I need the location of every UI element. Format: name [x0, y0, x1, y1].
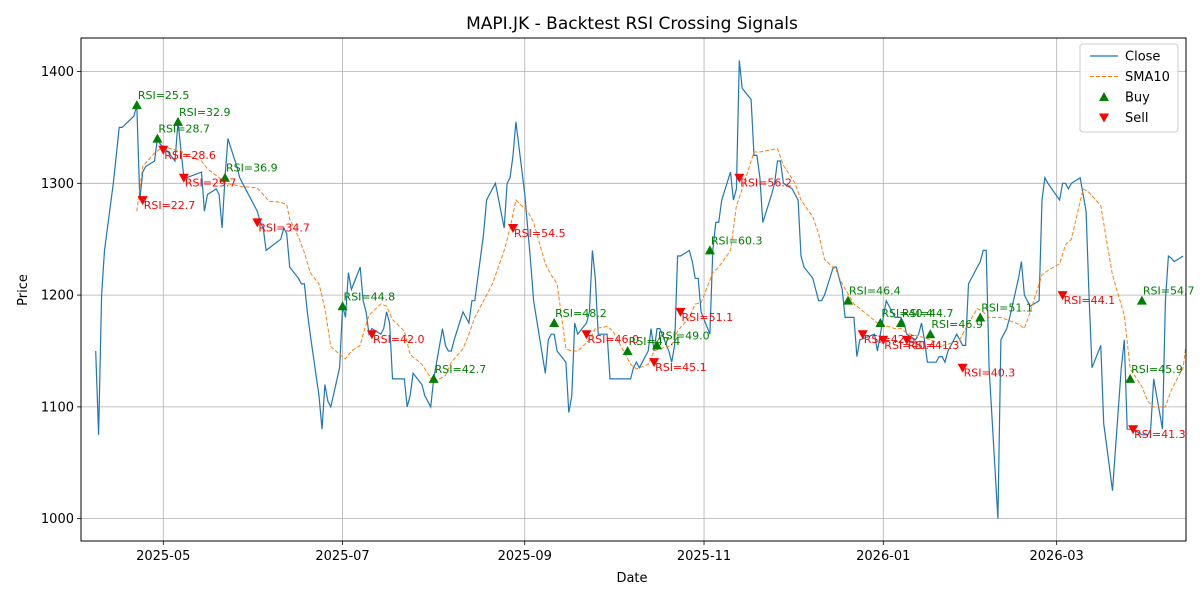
chart-title: MAPI.JK - Backtest RSI Crossing Signals — [466, 14, 798, 34]
sell-marker — [178, 173, 189, 183]
buy-marker — [172, 116, 183, 126]
buy-marker — [549, 318, 560, 328]
legend-sell-swatch — [1099, 113, 1109, 123]
buy-marker — [704, 245, 715, 255]
buy-marker — [131, 100, 142, 110]
sell-marker — [878, 335, 889, 345]
sell-marker — [508, 224, 519, 234]
x-tick-label: 2025-11 — [677, 549, 731, 564]
sell-marker — [252, 218, 263, 228]
sell-annotation: RSI=56.2 — [740, 177, 792, 190]
sell-annotation: RSI=51.1 — [682, 311, 734, 324]
sell-marker — [675, 307, 686, 317]
buy-marker — [895, 318, 906, 328]
x-tick-label: 2026-01 — [856, 549, 910, 564]
sell-annotation: RSI=29.7 — [185, 177, 237, 190]
x-tick-label: 2025-09 — [498, 549, 552, 564]
sell-marker — [1128, 425, 1139, 435]
sell-annotation: RSI=40.4 — [884, 339, 936, 352]
buy-annotation: RSI=48.2 — [555, 307, 607, 320]
buy-annotation: RSI=60.3 — [711, 234, 763, 247]
buy-annotation: RSI=45.9 — [1131, 363, 1183, 376]
sma10-series-line — [136, 146, 1187, 408]
sell-annotation: RSI=28.6 — [164, 149, 216, 162]
sell-annotation: RSI=42.6 — [864, 333, 916, 346]
y-tick-label: 1200 — [41, 289, 74, 304]
signal-annotations: RSI=25.5 RSI=28.7 RSI=32.9 RSI=36.9 RSI=44.8… — [138, 89, 1195, 441]
sell-marker — [957, 363, 968, 373]
sell-annotation: RSI=54.5 — [514, 227, 566, 240]
sell-marker — [857, 330, 868, 340]
plot-area — [95, 60, 1187, 519]
buy-marker — [220, 172, 231, 182]
legend-buy-swatch — [1099, 92, 1109, 101]
sell-annotation: RSI=41.3 — [908, 339, 960, 352]
sell-marker — [581, 330, 592, 340]
buy-annotation: RSI=36.9 — [226, 162, 278, 175]
sell-annotation: RSI=46.0 — [587, 333, 639, 346]
sell-marker — [1057, 291, 1068, 301]
buy-annotation: RSI=28.7 — [158, 123, 210, 136]
grid — [81, 38, 1186, 541]
y-tick-label: 1400 — [41, 65, 74, 80]
buy-marker — [652, 340, 663, 350]
buy-annotation: RSI=46.9 — [931, 318, 983, 331]
plot-frame — [80, 37, 1187, 542]
buy-annotation: RSI=44.7 — [902, 307, 954, 320]
sell-annotation: RSI=40.3 — [964, 367, 1016, 380]
sell-marker — [734, 173, 745, 183]
buy-annotation: RSI=25.5 — [138, 89, 190, 102]
buy-annotation: RSI=32.9 — [179, 106, 231, 119]
y-axis: 1000 1100 1200 1300 1400 — [41, 65, 81, 527]
buy-marker — [622, 345, 633, 355]
buy-annotation: RSI=46.4 — [849, 285, 901, 298]
sell-annotation: RSI=42.0 — [373, 333, 425, 346]
buy-annotation: RSI=44.8 — [344, 290, 396, 303]
buy-annotation: RSI=51.1 — [981, 301, 1033, 314]
buy-marker — [843, 295, 854, 305]
buy-marker — [875, 318, 886, 328]
sell-annotation: RSI=41.3 — [1134, 428, 1186, 441]
x-axis: 2025-05 2025-07 2025-09 2025-11 2026-01 2026-… — [136, 541, 1084, 564]
legend-label: SMA10 — [1125, 70, 1170, 85]
y-tick-label: 1300 — [41, 177, 74, 192]
legend-box — [1079, 43, 1179, 133]
buy-marker — [975, 312, 986, 322]
buy-marker — [152, 133, 163, 143]
legend-label: Sell — [1125, 111, 1148, 126]
buy-marker — [1125, 373, 1136, 383]
buy-marker — [428, 373, 439, 383]
buy-annotation: RSI=54.7 — [1143, 285, 1195, 298]
y-tick-label: 1000 — [41, 512, 74, 527]
y-axis-label: Price — [16, 274, 31, 306]
sell-marker — [158, 145, 169, 155]
buy-annotation: RSI=42.7 — [435, 363, 487, 376]
buy-annotation: RSI=47.4 — [629, 335, 681, 348]
sell-marker — [366, 330, 377, 340]
legend-label: Close — [1125, 50, 1160, 65]
sell-marker — [137, 196, 148, 206]
x-tick-label: 2025-07 — [315, 549, 369, 564]
buy-annotation: RSI=40.4 — [881, 307, 933, 320]
sell-annotation: RSI=44.1 — [1064, 294, 1116, 307]
sell-annotation: RSI=22.7 — [144, 199, 196, 212]
legend: Close SMA10 Buy Sell — [1079, 43, 1179, 133]
x-tick-label: 2025-05 — [136, 549, 190, 564]
sell-annotation: RSI=34.7 — [258, 221, 310, 234]
buy-marker — [337, 301, 348, 311]
buy-annotation: RSI=49.0 — [658, 329, 710, 342]
y-tick-label: 1100 — [41, 400, 74, 415]
sell-annotation: RSI=45.1 — [655, 361, 707, 374]
sell-marker — [901, 335, 912, 345]
legend-label: Buy — [1125, 91, 1150, 106]
close-series-line — [95, 60, 1184, 519]
x-tick-label: 2026-03 — [1030, 549, 1084, 564]
x-axis-label: Date — [616, 571, 647, 586]
buy-marker — [925, 329, 936, 339]
buy-marker — [1136, 295, 1147, 305]
sell-marker — [649, 358, 660, 368]
